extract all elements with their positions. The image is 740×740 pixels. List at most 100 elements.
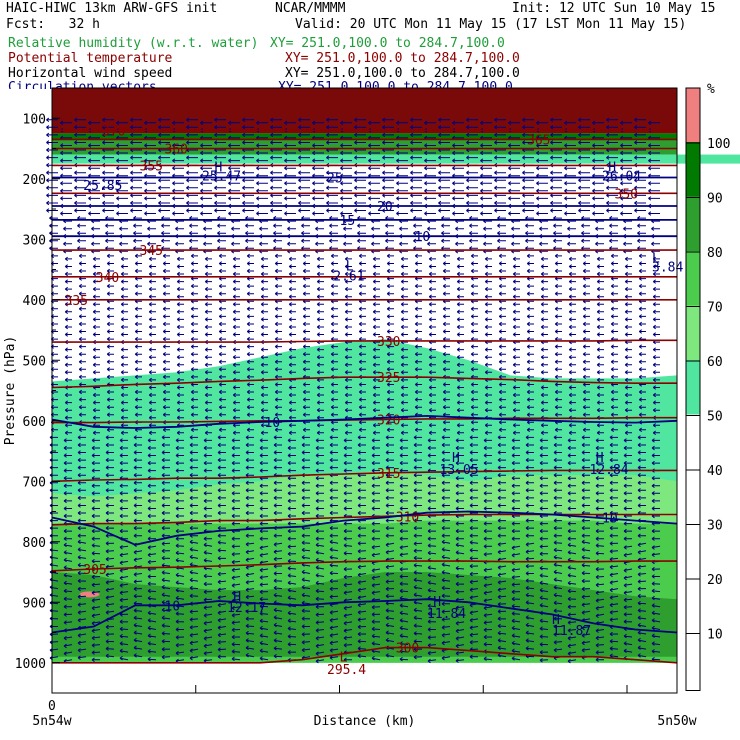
vector-arrow [400,332,408,337]
vector-arrow [568,271,576,277]
vector-arrow [469,480,478,486]
vector-arrow [175,587,185,593]
colorbar-segment [686,142,700,197]
vector-arrow [92,392,100,398]
vector-arrow [287,595,297,600]
vector-arrow [273,465,282,470]
vector-arrow [175,635,185,640]
vector-arrow [162,329,170,334]
vector-arrow [287,475,296,481]
vector-arrow [147,483,156,489]
vector-arrow [343,635,353,641]
vector-arrow [343,468,352,473]
vector-arrow [470,427,478,433]
vector-arrow [330,329,338,334]
vector-arrow [133,472,142,478]
vector-arrow [470,291,478,296]
vector-arrow [494,200,506,206]
vector-arrow [596,400,604,405]
vector-arrow [176,302,184,307]
vector-arrow [469,587,479,593]
vector-arrow [74,170,86,175]
vector-arrow [301,554,311,560]
vector-arrow [399,445,408,451]
vector-arrow [624,302,632,307]
vector-arrow [228,196,240,201]
y-tick-label: 600 [23,415,46,430]
vector-arrow [329,594,339,600]
vector-arrow [396,181,408,186]
vector-arrow [581,625,591,631]
vector-arrow [596,407,604,413]
vector-arrow [581,594,591,600]
vector-arrow [63,491,72,496]
vector-arrow [77,230,86,236]
vector-arrow [651,588,661,594]
vector-arrow [343,226,352,231]
vector-arrow [302,329,310,334]
vector-arrow [428,385,436,390]
vector-arrow [231,453,240,458]
vector-arrow [511,226,520,231]
vector-arrow [623,648,633,654]
vector-arrow [648,143,660,148]
vector-arrow [497,457,506,463]
vector-arrow [203,498,212,504]
vector-arrow [620,181,632,186]
vector-arrow [189,465,198,470]
vector-arrow [652,256,660,262]
vector-arrow [554,344,562,349]
vector-arrow [634,178,646,183]
vector-arrow [92,309,100,315]
vector-arrow [288,332,296,337]
vector-arrow [203,506,212,511]
vector-arrow [88,211,100,216]
vector-arrow [329,586,339,592]
vector-arrow [427,241,436,247]
vector-arrow [246,261,254,266]
vector-arrow [144,143,156,148]
vector-arrow [512,347,520,352]
vector-arrow [287,528,296,534]
vector-arrow [427,580,437,585]
vector-arrow [175,580,185,585]
vector-arrow [134,253,142,259]
vector-arrow [259,521,268,526]
vector-arrow [484,317,492,322]
vector-arrow [592,150,604,156]
vector-arrow [312,150,324,156]
vector-arrow [217,571,227,577]
vector-arrow [147,625,157,631]
vector-arrow [161,623,171,628]
vector-arrow [399,536,408,541]
vector-arrow [77,480,86,486]
vector-arrow [105,503,114,508]
vector-arrow [190,351,198,357]
vector-arrow [427,650,437,656]
vector-arrow [512,279,520,284]
vector-arrow [567,542,577,548]
vector-arrow [273,653,283,659]
colorbar-segment [686,305,700,360]
vector-arrow [218,359,226,365]
vector-arrow [637,238,646,244]
vector-arrow [147,241,156,247]
theta-contour-label: 355 [140,159,163,174]
vector-arrow [144,120,156,126]
vector-arrow [623,475,632,481]
vector-arrow [620,143,632,148]
vector-arrow [120,415,128,420]
vector-arrow [623,605,633,610]
vector-arrow [120,317,128,322]
vector-arrow [386,291,394,296]
vector-arrow [245,450,254,455]
vector-arrow [260,415,268,420]
vector-arrow [438,132,450,138]
vector-arrow [568,324,576,330]
vector-arrow [64,264,72,269]
vector-arrow [102,178,114,183]
vector-arrow [232,286,240,292]
vector-arrow [595,475,604,481]
vector-arrow [315,557,325,563]
vector-arrow [218,382,226,387]
